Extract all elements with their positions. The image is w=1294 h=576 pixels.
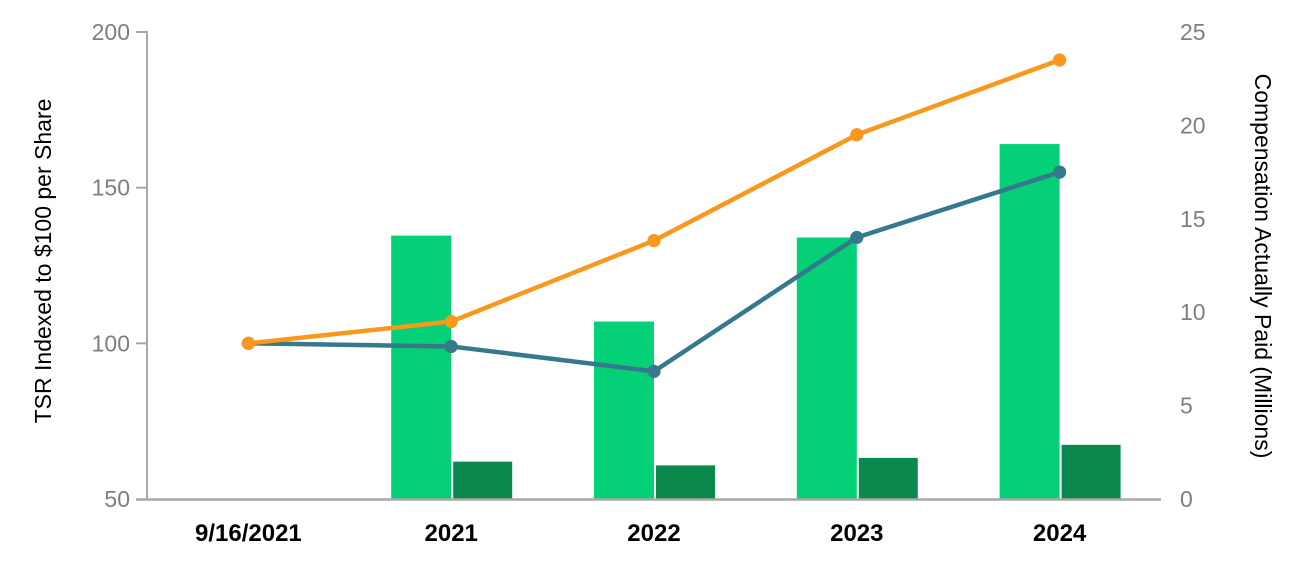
right-axis-tick-label: 20 bbox=[1180, 112, 1206, 138]
point-orange-line-2024 bbox=[1053, 53, 1067, 67]
axes-layer bbox=[136, 31, 1161, 501]
right-axis-tick-label: 15 bbox=[1180, 206, 1206, 232]
lines-layer bbox=[241, 53, 1067, 378]
bar-light-green-bars-2023 bbox=[796, 237, 857, 500]
point-teal-line-2024 bbox=[1053, 165, 1067, 179]
x-axis-label-2021: 2021 bbox=[425, 520, 478, 547]
right-axis-tick-label: 0 bbox=[1180, 486, 1193, 512]
x-axis-label-2024: 2024 bbox=[1033, 520, 1087, 547]
point-teal-line-2023 bbox=[850, 230, 864, 245]
point-teal-line-2022 bbox=[647, 364, 661, 378]
left-axis-tick-label: 200 bbox=[92, 19, 130, 45]
left-axis-tick-label: 100 bbox=[92, 330, 130, 356]
right-axis-tick-label: 10 bbox=[1180, 299, 1206, 325]
point-orange-line-2021 bbox=[444, 314, 458, 329]
left-axis-tick-label: 150 bbox=[92, 175, 130, 201]
point-orange-line-2023 bbox=[850, 128, 864, 142]
point-orange-line-9-16-2021 bbox=[241, 336, 255, 350]
bar-dark-green-bars-2024 bbox=[1061, 444, 1121, 499]
bar-light-green-bars-2021 bbox=[391, 235, 452, 499]
left-axis-title: TSR Indexed to $100 per Share bbox=[30, 99, 56, 424]
x-axis-label-2023: 2023 bbox=[830, 520, 883, 547]
bar-dark-green-bars-2021 bbox=[453, 461, 513, 499]
right-axis-tick-label: 5 bbox=[1180, 393, 1193, 419]
point-teal-line-2021 bbox=[444, 339, 458, 354]
line-orange-line bbox=[248, 57, 1061, 346]
x-axis-label-9-16-2021: 9/16/2021 bbox=[195, 520, 302, 547]
bars-layer bbox=[391, 144, 1121, 500]
right-axis-title: Compensation Actually Paid (Millions) bbox=[1250, 74, 1276, 459]
right-axis-tick-label: 25 bbox=[1180, 19, 1206, 45]
x-axis-label-2022: 2022 bbox=[627, 520, 680, 547]
point-orange-line-2022 bbox=[647, 233, 661, 248]
bar-light-green-bars-2022 bbox=[594, 321, 654, 499]
bar-dark-green-bars-2022 bbox=[656, 465, 715, 499]
bar-light-green-bars-2024 bbox=[999, 144, 1060, 499]
left-axis-tick-label: 50 bbox=[104, 486, 130, 512]
bar-dark-green-bars-2023 bbox=[858, 457, 918, 499]
